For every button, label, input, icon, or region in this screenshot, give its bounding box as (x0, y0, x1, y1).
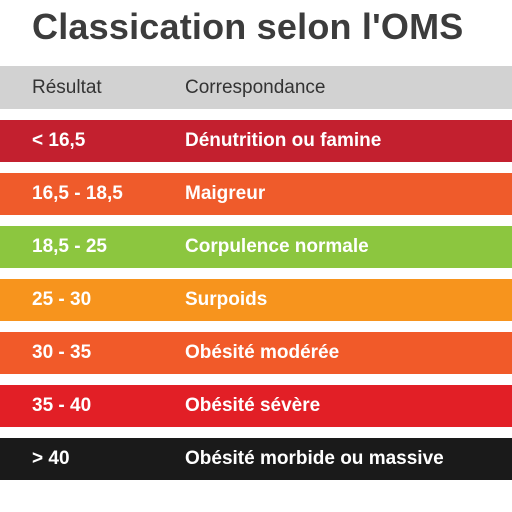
table-row: 30 - 35 Obésité modérée (0, 332, 512, 374)
row-result: 25 - 30 (32, 289, 92, 310)
row-label: Maigreur (185, 183, 266, 204)
row-result: 16,5 - 18,5 (32, 183, 123, 204)
table-row: 35 - 40 Obésité sévère (0, 385, 512, 427)
row-label: Surpoids (185, 289, 268, 310)
row-label: Obésité sévère (185, 395, 321, 416)
row-result: 35 - 40 (32, 395, 92, 416)
table-row: 18,5 - 25 Corpulence normale (0, 226, 512, 268)
table-header: Résultat Correspondance (0, 66, 512, 109)
table-row: > 40 Obésité morbide ou massive (0, 438, 512, 480)
row-result: 30 - 35 (32, 342, 92, 363)
table-row: 25 - 30 Surpoids (0, 279, 512, 321)
column-header-correspondence: Correspondance (185, 77, 326, 98)
row-result: > 40 (32, 448, 70, 469)
page-title: Classication selon l'OMS (32, 6, 464, 47)
row-label: Obésité morbide ou massive (185, 448, 444, 469)
row-result: < 16,5 (32, 130, 86, 151)
table-row: < 16,5 Dénutrition ou famine (0, 120, 512, 162)
column-header-result: Résultat (32, 77, 102, 98)
row-label: Dénutrition ou famine (185, 130, 382, 151)
row-label: Corpulence normale (185, 236, 369, 257)
row-label: Obésité modérée (185, 342, 340, 363)
table-row: 16,5 - 18,5 Maigreur (0, 173, 512, 215)
row-result: 18,5 - 25 (32, 236, 107, 257)
